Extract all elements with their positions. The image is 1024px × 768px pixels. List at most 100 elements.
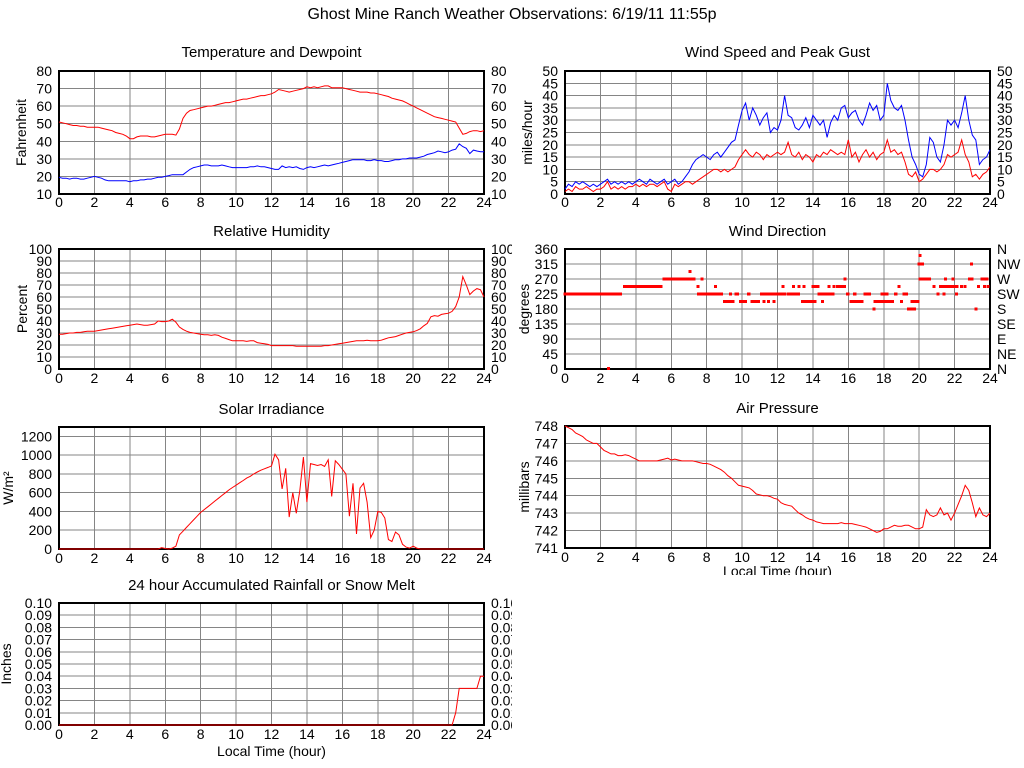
wind-direction-xtick: 24 <box>982 370 998 386</box>
wind-speed-peak-gust-series-wind-speed <box>564 137 991 193</box>
wind-direction-compass-label: N <box>997 241 1007 257</box>
temperature-dewpoint-ytick-left: 70 <box>36 81 52 97</box>
relative-humidity-plot-border <box>58 248 485 370</box>
wind-speed-peak-gust-xtick: 6 <box>667 194 675 210</box>
air-pressure-xtick: 16 <box>841 549 857 565</box>
relative-humidity-xtick: 10 <box>228 370 244 386</box>
rainfall-ytick-left: 0.00 <box>25 717 52 733</box>
relative-humidity-ytick-left: 10 <box>36 349 52 365</box>
wind-direction-ytick-left: 270 <box>535 271 559 287</box>
relative-humidity-xtick: 22 <box>441 370 457 386</box>
page-title: Ghost Mine Ranch Weather Observations: 6… <box>307 6 717 23</box>
solar-irradiance-xtick: 0 <box>55 550 63 566</box>
solar-irradiance-title: Solar Irradiance <box>219 401 325 418</box>
wind-direction-compass-label: E <box>997 331 1006 347</box>
temperature-dewpoint-gridlines <box>59 71 484 194</box>
air-pressure-xtick: 10 <box>734 549 750 565</box>
air-pressure-xtick: 14 <box>805 549 821 565</box>
solar-irradiance-gridlines <box>59 427 484 549</box>
temperature-dewpoint-ytick-right: 70 <box>491 81 507 97</box>
relative-humidity-ytick-right: 40 <box>491 313 507 329</box>
temperature-dewpoint-title: Temperature and Dewpoint <box>181 44 362 61</box>
wind-direction-title: Wind Direction <box>729 223 827 240</box>
rainfall-ytick-left: 0.06 <box>25 644 52 660</box>
wind-speed-peak-gust-ytick-left: 50 <box>542 63 558 79</box>
wind-direction-xtick: 20 <box>911 370 927 386</box>
wind-speed-peak-gust-ytick-left: 10 <box>542 161 558 177</box>
relative-humidity-ytick-right: 90 <box>491 253 507 269</box>
wind-direction-compass-label: W <box>997 271 1011 287</box>
wind-direction-ytick-left: 90 <box>542 331 558 347</box>
rainfall-xtick: 14 <box>299 726 315 742</box>
wind-direction-compass-label: NW <box>997 256 1021 272</box>
relative-humidity-ytick-right: 100 <box>491 241 512 257</box>
rainfall-xtick: 20 <box>405 726 421 742</box>
temperature-dewpoint-xtick: 8 <box>197 194 205 210</box>
temperature-dewpoint-xtick: 10 <box>228 194 244 210</box>
air-pressure-xlabel: Local Time (hour) <box>723 563 832 575</box>
wind-speed-peak-gust-xtick: 16 <box>841 194 857 210</box>
air-pressure-ytick-left: 742 <box>535 523 559 539</box>
wind-speed-peak-gust-xtick: 0 <box>561 194 569 210</box>
wind-speed-peak-gust-xtick: 8 <box>703 194 711 210</box>
relative-humidity-ytick-right: 0 <box>491 361 499 377</box>
rainfall-xlabel: Local Time (hour) <box>217 743 326 759</box>
rainfall-xtick: 18 <box>370 726 386 742</box>
solar-irradiance-ytick-left: 200 <box>29 522 53 538</box>
rainfall-ytick-left: 0.02 <box>25 693 52 709</box>
relative-humidity-xtick: 2 <box>91 370 99 386</box>
wind-speed-peak-gust-ytick-right: 5 <box>997 174 1005 190</box>
rainfall-xtick: 8 <box>197 726 205 742</box>
wind-direction-xtick: 14 <box>805 370 821 386</box>
wind-direction-compass-label: S <box>997 301 1006 317</box>
wind-speed-peak-gust-ytick-left: 35 <box>542 100 558 116</box>
air-pressure-ytick-left: 748 <box>535 418 559 434</box>
wind-direction-plot-border <box>564 248 991 370</box>
wind-direction-points <box>563 254 990 370</box>
solar-irradiance-xtick: 22 <box>441 550 457 566</box>
relative-humidity-xtick: 20 <box>405 370 421 386</box>
relative-humidity-ylabel: Percent <box>14 285 30 333</box>
rainfall-ytick-left: 0.07 <box>25 632 52 648</box>
rainfall-title: 24 hour Accumulated Rainfall or Snow Mel… <box>128 577 416 594</box>
solar-irradiance-xtick: 4 <box>126 550 134 566</box>
rainfall-xtick: 0 <box>55 726 63 742</box>
rainfall-ytick-left: 0.01 <box>25 705 52 721</box>
temperature-dewpoint-ytick-left: 30 <box>36 151 52 167</box>
wind-direction-compass-label: NE <box>997 346 1016 362</box>
rainfall-ytick-left: 0.09 <box>25 607 52 623</box>
rainfall-series-rainfall <box>59 675 484 726</box>
solar-irradiance-ytick-left: 1000 <box>21 447 52 463</box>
temperature-dewpoint-xtick: 24 <box>476 194 492 210</box>
temperature-dewpoint-xtick: 12 <box>264 194 280 210</box>
wind-speed-peak-gust-xtick: 20 <box>911 194 927 210</box>
air-pressure-xtick: 20 <box>911 549 927 565</box>
wind-speed-peak-gust-plot-border <box>564 70 991 195</box>
solar-irradiance-xtick: 16 <box>335 550 351 566</box>
wind-speed-peak-gust-ytick-right: 40 <box>997 88 1013 104</box>
air-pressure-xtick: 12 <box>770 549 786 565</box>
temperature-dewpoint-ytick-left: 60 <box>36 98 52 114</box>
temperature-dewpoint-series-dewpoint <box>58 143 484 183</box>
wind-direction-ytick-left: 135 <box>535 316 559 332</box>
air-pressure-ytick-left: 744 <box>535 488 559 504</box>
solar-irradiance-ytick-left: 0 <box>44 541 52 557</box>
rainfall-ytick-right: 0.05 <box>491 656 512 672</box>
temperature-dewpoint-xtick: 16 <box>335 194 351 210</box>
solar-irradiance-xtick: 2 <box>91 550 99 566</box>
solar-irradiance-xtick: 14 <box>299 550 315 566</box>
relative-humidity-ytick-left: 30 <box>36 325 52 341</box>
wind-direction-ytick-left: 315 <box>535 256 559 272</box>
relative-humidity-xtick: 8 <box>197 370 205 386</box>
relative-humidity-ytick-left: 40 <box>36 313 52 329</box>
air-pressure-title: Air Pressure <box>736 400 819 417</box>
wind-direction-compass-label: N <box>997 361 1007 377</box>
wind-speed-peak-gust-ytick-left: 20 <box>542 137 558 153</box>
wind-speed-peak-gust-xtick: 10 <box>734 194 750 210</box>
